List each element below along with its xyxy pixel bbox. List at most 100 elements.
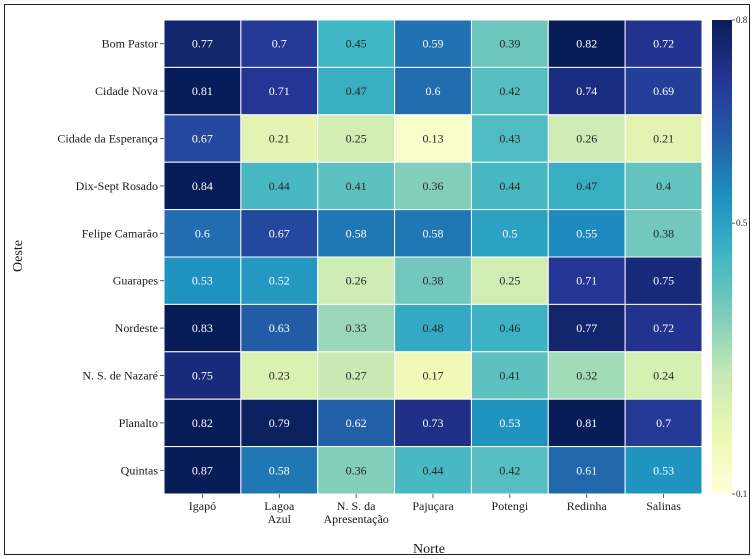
row-label: Nordeste bbox=[115, 321, 158, 335]
heatmap-cell bbox=[624, 209, 703, 258]
cell-value-label: 0.5 bbox=[502, 226, 517, 240]
column-label-line: Salinas bbox=[646, 499, 681, 513]
heatmap-cell bbox=[547, 66, 626, 116]
cell-value-label: 0.42 bbox=[499, 463, 520, 477]
cell-value-label: 0.47 bbox=[576, 179, 597, 193]
cell-value-label: 0.46 bbox=[499, 321, 520, 335]
cell-value-label: 0.55 bbox=[576, 226, 597, 240]
colorbar-tick-label: 0.8 bbox=[736, 15, 748, 25]
row-label: Cidade da Esperança bbox=[57, 132, 158, 146]
row-label: Felipe Camarão bbox=[82, 226, 158, 240]
colorbar-gradient bbox=[712, 20, 732, 494]
heatmap-cell bbox=[240, 446, 319, 495]
cell-value-label: 0.79 bbox=[269, 416, 290, 430]
heatmap-cell bbox=[394, 446, 472, 495]
colorbar bbox=[712, 20, 732, 494]
cell-value-label: 0.77 bbox=[192, 37, 213, 51]
column-label-line: Redinha bbox=[567, 499, 608, 513]
heatmap-cell bbox=[624, 398, 703, 448]
cell-value-label: 0.72 bbox=[653, 321, 674, 335]
column-label-line: Apresentação bbox=[323, 512, 388, 526]
cell-value-label: 0.7 bbox=[272, 37, 287, 51]
heatmap-cell bbox=[624, 303, 703, 353]
heatmap-cell bbox=[470, 114, 549, 163]
column-label: Redinha bbox=[567, 499, 608, 513]
heatmap-cell bbox=[163, 161, 242, 211]
heatmap-cell bbox=[317, 351, 396, 400]
cell-value-label: 0.58 bbox=[269, 463, 290, 477]
cell-value-label: 0.44 bbox=[423, 463, 444, 477]
heatmap-cell bbox=[394, 398, 472, 448]
cell-value-label: 0.83 bbox=[192, 321, 213, 335]
cell-value-label: 0.13 bbox=[423, 132, 444, 146]
cell-value-label: 0.23 bbox=[269, 369, 290, 383]
cell-value-label: 0.71 bbox=[576, 274, 597, 288]
cell-value-label: 0.69 bbox=[653, 84, 674, 98]
colorbar-tick-label: 0.1 bbox=[736, 489, 747, 499]
cell-value-label: 0.63 bbox=[269, 321, 290, 335]
column-label-line: N. S. da bbox=[337, 499, 376, 513]
row-labels: Bom Pastor Cidade Nova Cidade da Esperança… bbox=[57, 37, 164, 477]
cell-value-label: 0.21 bbox=[269, 132, 290, 146]
row-label: Quintas bbox=[121, 463, 159, 477]
cell-value-label: 0.36 bbox=[346, 463, 367, 477]
row-label: Guarapes bbox=[113, 274, 159, 288]
cell-value-label: 0.53 bbox=[499, 416, 520, 430]
cell-value-label: 0.17 bbox=[423, 369, 444, 383]
row-label: Planalto bbox=[119, 416, 158, 430]
cell-value-label: 0.42 bbox=[499, 84, 520, 98]
heatmap-cell bbox=[240, 209, 319, 258]
column-label-line: Igapó bbox=[189, 499, 216, 513]
heatmap-cell bbox=[624, 256, 703, 305]
y-axis-title: Oeste bbox=[11, 240, 26, 272]
heatmap-cell bbox=[547, 303, 626, 353]
cell-value-label: 0.48 bbox=[423, 321, 444, 335]
heatmap-cell bbox=[470, 161, 549, 211]
heatmap-cell bbox=[624, 161, 703, 211]
cell-value-label: 0.32 bbox=[576, 369, 597, 383]
heatmap-cell bbox=[624, 114, 703, 163]
cell-value-label: 0.25 bbox=[346, 132, 367, 146]
column-labels: Igapó Lagoa Azul N. S. da Apresentação Pajuça… bbox=[189, 494, 681, 526]
heatmap-cell bbox=[547, 351, 626, 400]
cell-value-label: 0.24 bbox=[653, 369, 674, 383]
heatmap-cell bbox=[547, 446, 626, 495]
cell-value-label: 0.44 bbox=[269, 179, 290, 193]
row-label: Cidade Nova bbox=[95, 84, 159, 98]
heatmap-cell bbox=[624, 19, 703, 68]
column-label-line: Pajuçara bbox=[412, 499, 454, 513]
heatmap-cell bbox=[394, 303, 472, 353]
heatmap-cell bbox=[240, 303, 319, 353]
cell-value-label: 0.38 bbox=[423, 274, 444, 288]
heatmap-cell-labels: 0.77 0.7 0.45 0.59 0.39 0.82 0.72 0.81 0.71 0.47 0… bbox=[192, 37, 674, 478]
cell-value-label: 0.38 bbox=[653, 226, 674, 240]
heatmap-cell bbox=[547, 161, 626, 211]
cell-value-label: 0.81 bbox=[576, 416, 597, 430]
cell-value-label: 0.26 bbox=[576, 132, 597, 146]
column-label: Potengi bbox=[492, 499, 529, 513]
cell-value-label: 0.81 bbox=[192, 84, 213, 98]
colorbar-tick-label: 0.5 bbox=[736, 218, 748, 228]
heatmap-cell bbox=[317, 114, 396, 163]
cell-value-label: 0.41 bbox=[346, 179, 367, 193]
cell-value-label: 0.6 bbox=[426, 84, 441, 98]
heatmap-cell bbox=[470, 19, 549, 68]
heatmap-cells bbox=[163, 19, 703, 495]
heatmap-cell bbox=[240, 114, 319, 163]
cell-value-label: 0.75 bbox=[192, 369, 213, 383]
heatmap-cell bbox=[470, 303, 549, 353]
cell-value-label: 0.39 bbox=[499, 37, 520, 51]
heatmap-cell bbox=[317, 161, 396, 211]
cell-value-label: 0.58 bbox=[423, 226, 444, 240]
column-label-line: Azul bbox=[268, 512, 292, 526]
heatmap-cell bbox=[163, 256, 242, 305]
cell-value-label: 0.25 bbox=[499, 274, 520, 288]
heatmap-cell bbox=[317, 446, 396, 495]
cell-value-label: 0.47 bbox=[346, 84, 367, 98]
cell-value-label: 0.45 bbox=[346, 37, 367, 51]
cell-value-label: 0.73 bbox=[423, 416, 444, 430]
cell-value-label: 0.44 bbox=[499, 179, 520, 193]
heatmap-cell bbox=[547, 256, 626, 305]
cell-value-label: 0.77 bbox=[576, 321, 597, 335]
